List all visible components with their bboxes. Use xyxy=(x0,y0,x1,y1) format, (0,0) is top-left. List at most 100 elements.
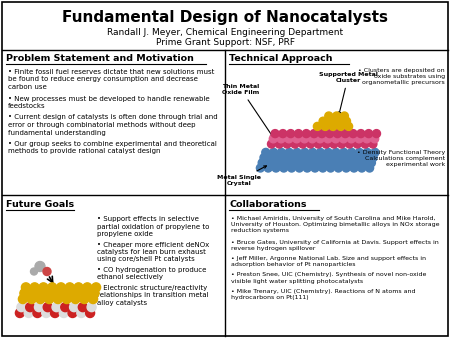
Circle shape xyxy=(354,153,362,162)
Circle shape xyxy=(307,153,315,162)
Circle shape xyxy=(319,164,327,172)
Circle shape xyxy=(346,140,354,148)
Circle shape xyxy=(350,164,358,172)
Circle shape xyxy=(313,122,321,130)
Circle shape xyxy=(268,153,276,162)
Circle shape xyxy=(349,129,357,138)
Circle shape xyxy=(322,140,330,148)
Circle shape xyxy=(39,283,48,292)
Text: • Density Functional Theory
Calculations complement
experimental work: • Density Functional Theory Calculations… xyxy=(357,150,445,167)
Circle shape xyxy=(89,294,98,304)
Text: • Bruce Gates, University of California at Davis. Support effects in
reverse hyd: • Bruce Gates, University of California … xyxy=(231,240,439,251)
Circle shape xyxy=(325,112,333,120)
Circle shape xyxy=(306,140,315,148)
Circle shape xyxy=(65,283,74,292)
Circle shape xyxy=(22,283,31,292)
Circle shape xyxy=(316,148,324,156)
Text: • New processes must be developed to handle renewable
feedstocks: • New processes must be developed to han… xyxy=(8,96,210,109)
Circle shape xyxy=(371,135,379,143)
Text: • Michael Amiridis, University of South Carolina and Mike Harold,
University of : • Michael Amiridis, University of South … xyxy=(231,216,440,234)
Circle shape xyxy=(35,262,45,271)
Circle shape xyxy=(30,283,39,292)
Text: • Support effects in selective
partial oxidation of propylene to
propylene oxide: • Support effects in selective partial o… xyxy=(97,216,209,237)
Circle shape xyxy=(86,309,94,317)
Circle shape xyxy=(294,129,302,138)
Circle shape xyxy=(339,135,347,143)
Circle shape xyxy=(342,117,351,125)
Circle shape xyxy=(282,159,290,167)
Circle shape xyxy=(344,159,352,167)
Circle shape xyxy=(347,135,356,143)
Circle shape xyxy=(61,303,70,312)
Circle shape xyxy=(35,303,44,312)
Circle shape xyxy=(29,289,38,298)
Text: Collaborations: Collaborations xyxy=(229,200,306,209)
Circle shape xyxy=(318,129,326,138)
Circle shape xyxy=(292,135,301,143)
Circle shape xyxy=(334,164,342,172)
Circle shape xyxy=(43,303,52,312)
Circle shape xyxy=(285,148,293,156)
Circle shape xyxy=(90,289,99,298)
Circle shape xyxy=(78,303,87,312)
Circle shape xyxy=(277,148,285,156)
Circle shape xyxy=(357,129,365,138)
Circle shape xyxy=(17,303,26,312)
Text: • Preston Snee, UIC (Chemistry). Synthesis of novel non-oxide
visible light wate: • Preston Snee, UIC (Chemistry). Synthes… xyxy=(231,272,427,284)
Circle shape xyxy=(324,148,332,156)
Circle shape xyxy=(327,164,335,172)
Circle shape xyxy=(256,164,265,172)
Circle shape xyxy=(57,283,66,292)
Circle shape xyxy=(271,129,279,138)
Circle shape xyxy=(337,122,345,130)
Circle shape xyxy=(340,148,348,156)
Circle shape xyxy=(37,289,46,298)
Circle shape xyxy=(258,159,266,167)
Circle shape xyxy=(302,129,310,138)
Circle shape xyxy=(353,140,361,148)
Circle shape xyxy=(309,148,317,156)
Circle shape xyxy=(332,148,340,156)
Circle shape xyxy=(283,140,291,148)
Circle shape xyxy=(77,309,86,317)
Circle shape xyxy=(332,135,340,143)
Text: • Mike Trenary, UIC (Chemistry). Reactions of N atoms and
hydrocarbons on Pt(111: • Mike Trenary, UIC (Chemistry). Reactio… xyxy=(231,289,415,300)
Circle shape xyxy=(31,268,37,275)
Text: Prime Grant Support: NSF, PRF: Prime Grant Support: NSF, PRF xyxy=(156,38,294,47)
Circle shape xyxy=(355,135,363,143)
Circle shape xyxy=(18,294,27,304)
Circle shape xyxy=(361,140,369,148)
Circle shape xyxy=(291,140,299,148)
Circle shape xyxy=(315,153,323,162)
Circle shape xyxy=(327,117,335,125)
Circle shape xyxy=(360,159,368,167)
Circle shape xyxy=(367,159,375,167)
Circle shape xyxy=(270,148,278,156)
Circle shape xyxy=(42,309,51,317)
Circle shape xyxy=(319,117,327,125)
Circle shape xyxy=(275,153,284,162)
Circle shape xyxy=(267,140,275,148)
Circle shape xyxy=(72,289,81,298)
Circle shape xyxy=(345,122,353,130)
Text: Randall J. Meyer, Chemical Engineering Department: Randall J. Meyer, Chemical Engineering D… xyxy=(107,28,343,37)
Circle shape xyxy=(330,140,338,148)
Circle shape xyxy=(336,159,344,167)
Circle shape xyxy=(24,309,33,317)
Circle shape xyxy=(338,140,346,148)
Circle shape xyxy=(87,303,96,312)
Text: Technical Approach: Technical Approach xyxy=(229,54,333,63)
Circle shape xyxy=(342,164,350,172)
Circle shape xyxy=(287,129,295,138)
Circle shape xyxy=(293,148,301,156)
Circle shape xyxy=(288,164,296,172)
Circle shape xyxy=(297,159,305,167)
Circle shape xyxy=(299,153,307,162)
Circle shape xyxy=(335,117,343,125)
Circle shape xyxy=(55,289,64,298)
Text: • Finite fossil fuel reserves dictate that new solutions must
be found to reduce: • Finite fossil fuel reserves dictate th… xyxy=(8,69,214,90)
Circle shape xyxy=(33,309,42,317)
Circle shape xyxy=(314,140,322,148)
Circle shape xyxy=(71,294,80,304)
Circle shape xyxy=(68,309,77,317)
